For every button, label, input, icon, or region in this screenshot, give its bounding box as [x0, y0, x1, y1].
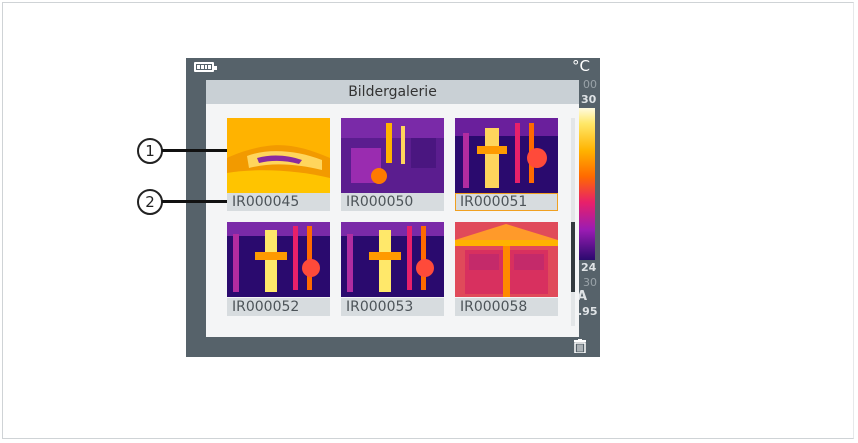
scale-bottom-partial: 30: [583, 276, 597, 289]
page-frame: [2, 2, 854, 439]
thermal-thumbnail-4[interactable]: [227, 222, 330, 297]
scale-mode: A: [577, 289, 588, 304]
callout-marker-2: 2: [137, 189, 163, 215]
thumbnail-label-3-selected[interactable]: IR000051: [455, 193, 558, 211]
thumbnail-label-2[interactable]: IR000050: [341, 193, 444, 211]
scale-min-value: 24: [581, 261, 597, 274]
thumbnail-label-4[interactable]: IR000052: [227, 298, 330, 316]
callout-leader-2: [162, 200, 227, 203]
thumbnail-label-6[interactable]: IR000058: [455, 298, 558, 316]
battery-full-icon: [194, 62, 217, 72]
emissivity-value: .95: [578, 305, 598, 318]
callout-marker-1: 1: [137, 138, 163, 164]
thermal-thumbnail-1[interactable]: [227, 118, 330, 193]
scale-max-value: 30: [581, 93, 597, 106]
color-scale-bar: [579, 108, 595, 260]
gallery-title: Bildergalerie: [206, 80, 579, 104]
scrollbar-thumb[interactable]: [571, 222, 575, 292]
thermal-thumbnail-2[interactable]: [341, 118, 444, 193]
thumbnail-label-5[interactable]: IR000053: [341, 298, 444, 316]
thumbnail-label-1[interactable]: IR000045: [227, 193, 330, 211]
thermal-thumbnail-3[interactable]: [455, 118, 558, 193]
trash-icon[interactable]: [574, 338, 586, 354]
temperature-unit: °C: [572, 57, 590, 75]
thermal-thumbnail-6[interactable]: [455, 222, 558, 297]
thermal-thumbnail-5[interactable]: [341, 222, 444, 297]
scale-top-partial: 00: [583, 78, 597, 91]
callout-leader-1: [162, 149, 227, 152]
